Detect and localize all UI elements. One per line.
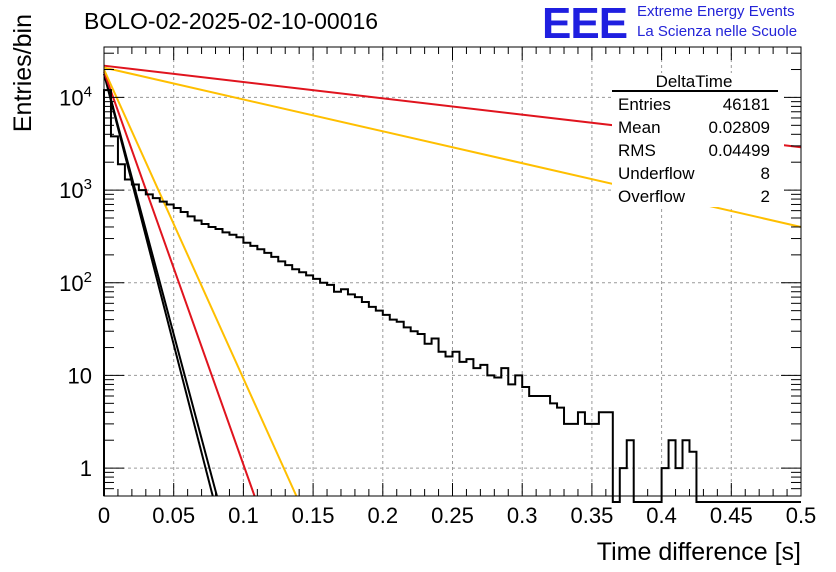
histogram-outline (103, 89, 801, 503)
stats-box-bg (612, 73, 784, 207)
x-tick-label: 0.25 (431, 503, 474, 528)
stats-label-underflow: Underflow (618, 164, 695, 183)
y-tick-exponent: 3 (84, 176, 92, 193)
y-tick-label: 103 (59, 176, 92, 203)
y-tick-label: 10 (68, 363, 92, 388)
y-tick-exponent: 4 (84, 83, 92, 100)
y-tick-label: 104 (59, 83, 92, 110)
y-axis-title: Entries/bin (9, 14, 37, 132)
y-tick-base: 10 (59, 85, 83, 110)
y-tick-base: 10 (59, 271, 83, 296)
stats-label-overflow: Overflow (618, 187, 686, 206)
x-tick-label: 0.45 (710, 503, 753, 528)
y-tick-exponent: 2 (84, 269, 92, 286)
x-tick-label: 0.05 (152, 503, 195, 528)
y-tick-base: 1 (80, 456, 92, 481)
y-tick-base: 10 (59, 178, 83, 203)
x-tick-label: 0.35 (570, 503, 613, 528)
stats-value-rms: 0.04499 (709, 141, 770, 160)
x-tick-label: 0 (98, 503, 110, 528)
logo-text-line2: La Scienza nelle Scuole (637, 23, 798, 40)
x-tick-label: 0.5 (786, 503, 817, 528)
page-title: BOLO-02-2025-02-10-00016 (84, 8, 379, 34)
x-tick-label: 0.1 (228, 503, 259, 528)
fit-line-yellow (103, 69, 298, 497)
x-tick-labels: 0 0.05 0.1 0.15 0.2 0.25 0.3 0.35 0.4 0.45 0.5 (98, 503, 816, 528)
fit-line-black (104, 78, 218, 497)
stats-name: DeltaTime (656, 72, 733, 91)
x-tick-label: 0.15 (292, 503, 335, 528)
stats-box: DeltaTime Entries 46181 Mean 0.02809 RMS… (612, 72, 784, 207)
x-tick-label: 0.4 (646, 503, 677, 528)
x-tick-label: 0.2 (368, 503, 399, 528)
stats-value-underflow: 8 (761, 164, 770, 183)
histogram (103, 89, 801, 503)
stats-label-entries: Entries (618, 95, 671, 114)
stats-label-rms: RMS (618, 141, 656, 160)
x-tick-label: 0.3 (507, 503, 538, 528)
axis-ticks (103, 47, 802, 497)
stats-value-entries: 46181 (723, 95, 770, 114)
y-tick-label: 102 (59, 269, 92, 296)
logo-text-line1: Extreme Energy Events (637, 3, 795, 20)
fit-line-red (103, 71, 256, 497)
stats-label-mean: Mean (618, 118, 661, 137)
y-tick-base: 10 (68, 363, 92, 388)
stats-value-mean: 0.02809 (709, 118, 770, 137)
y-tick-label: 1 (80, 456, 92, 481)
eee-logo: EEE (542, 0, 628, 48)
x-axis-title: Time difference [s] (597, 538, 801, 566)
stats-value-overflow: 2 (761, 187, 770, 206)
